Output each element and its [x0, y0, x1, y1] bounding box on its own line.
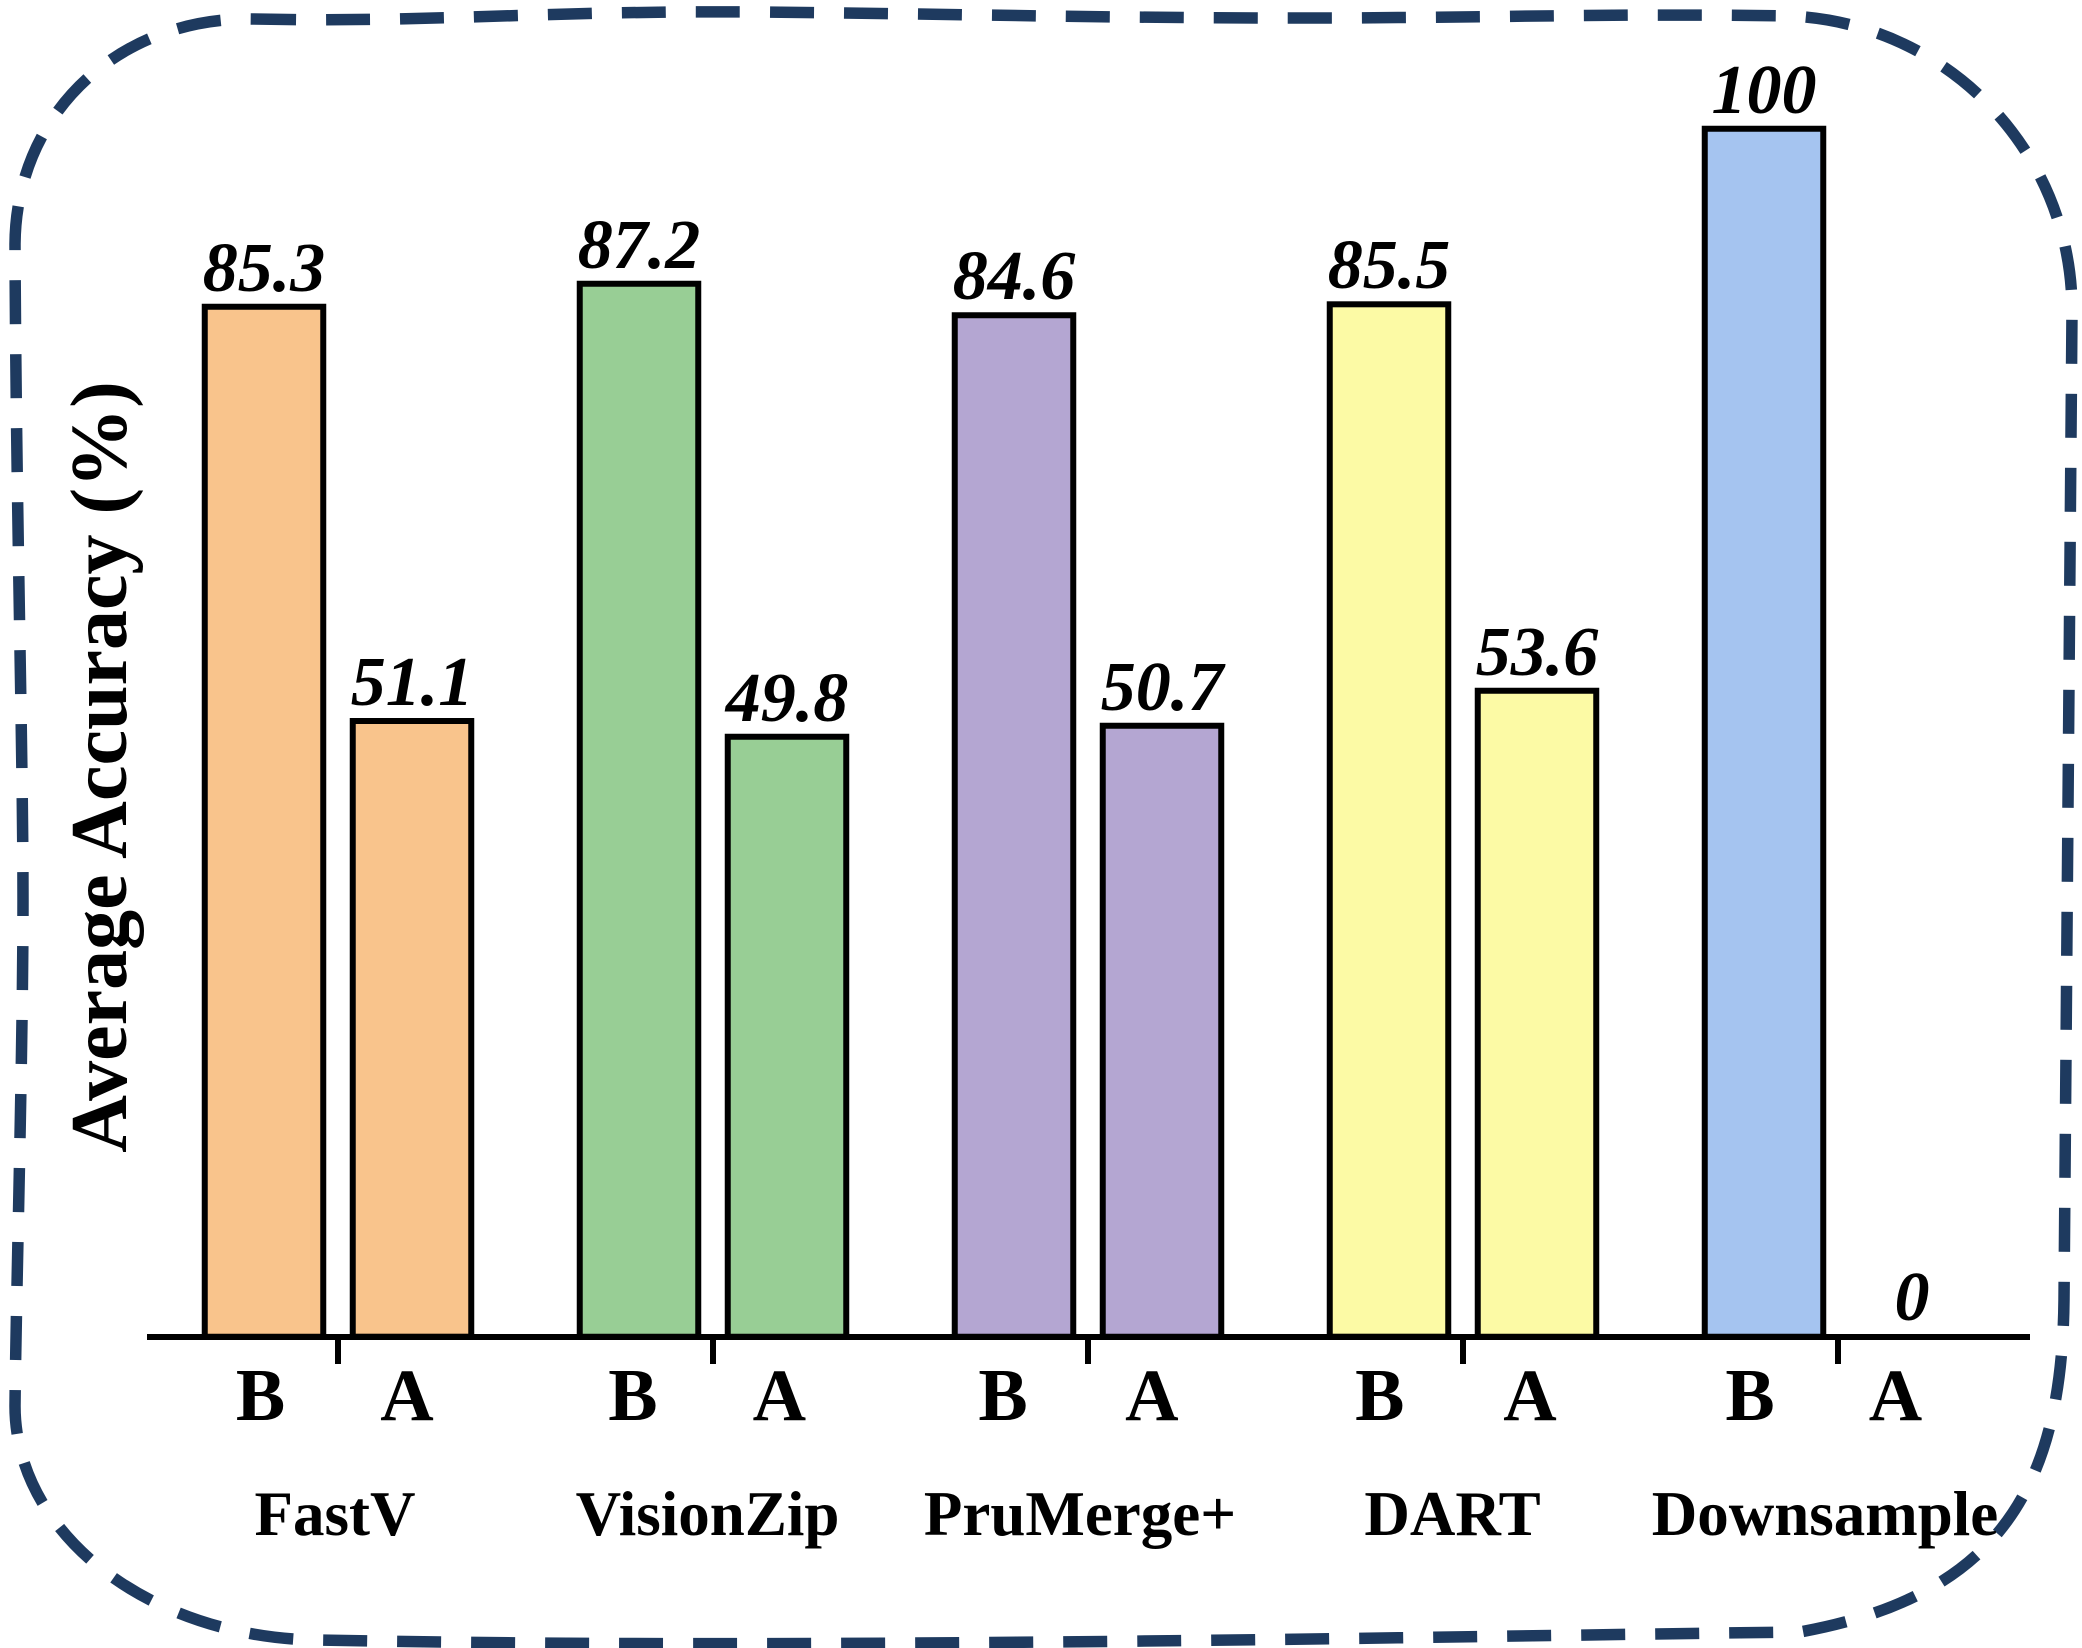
- svg-text:B: B: [1355, 1355, 1404, 1437]
- svg-text:B: B: [978, 1355, 1027, 1437]
- svg-text:85.5: 85.5: [1328, 227, 1451, 304]
- svg-text:85.3: 85.3: [203, 230, 326, 307]
- svg-text:100: 100: [1712, 52, 1817, 129]
- svg-text:Downsample: Downsample: [1652, 1479, 1999, 1549]
- svg-text:A: A: [753, 1355, 806, 1437]
- svg-text:DART: DART: [1364, 1479, 1540, 1549]
- svg-text:84.6: 84.6: [953, 238, 1076, 315]
- svg-text:B: B: [608, 1355, 657, 1437]
- svg-text:87.2: 87.2: [578, 207, 701, 284]
- svg-text:0: 0: [1895, 1259, 1930, 1336]
- svg-text:PruMerge+: PruMerge+: [924, 1479, 1236, 1549]
- svg-text:49.8: 49.8: [724, 660, 849, 737]
- svg-text:A: A: [1869, 1355, 1922, 1437]
- svg-text:FastV: FastV: [255, 1479, 416, 1549]
- svg-text:A: A: [380, 1355, 433, 1437]
- svg-text:A: A: [1503, 1355, 1556, 1437]
- svg-text:VisionZip: VisionZip: [576, 1479, 840, 1549]
- svg-text:B: B: [1725, 1355, 1774, 1437]
- svg-text:B: B: [236, 1355, 285, 1437]
- svg-text:Average Accuracy (%): Average Accuracy (%): [56, 381, 144, 1153]
- svg-text:51.1: 51.1: [351, 644, 474, 721]
- svg-text:A: A: [1125, 1355, 1178, 1437]
- svg-text:50.7: 50.7: [1101, 649, 1227, 726]
- svg-text:53.6: 53.6: [1476, 614, 1599, 691]
